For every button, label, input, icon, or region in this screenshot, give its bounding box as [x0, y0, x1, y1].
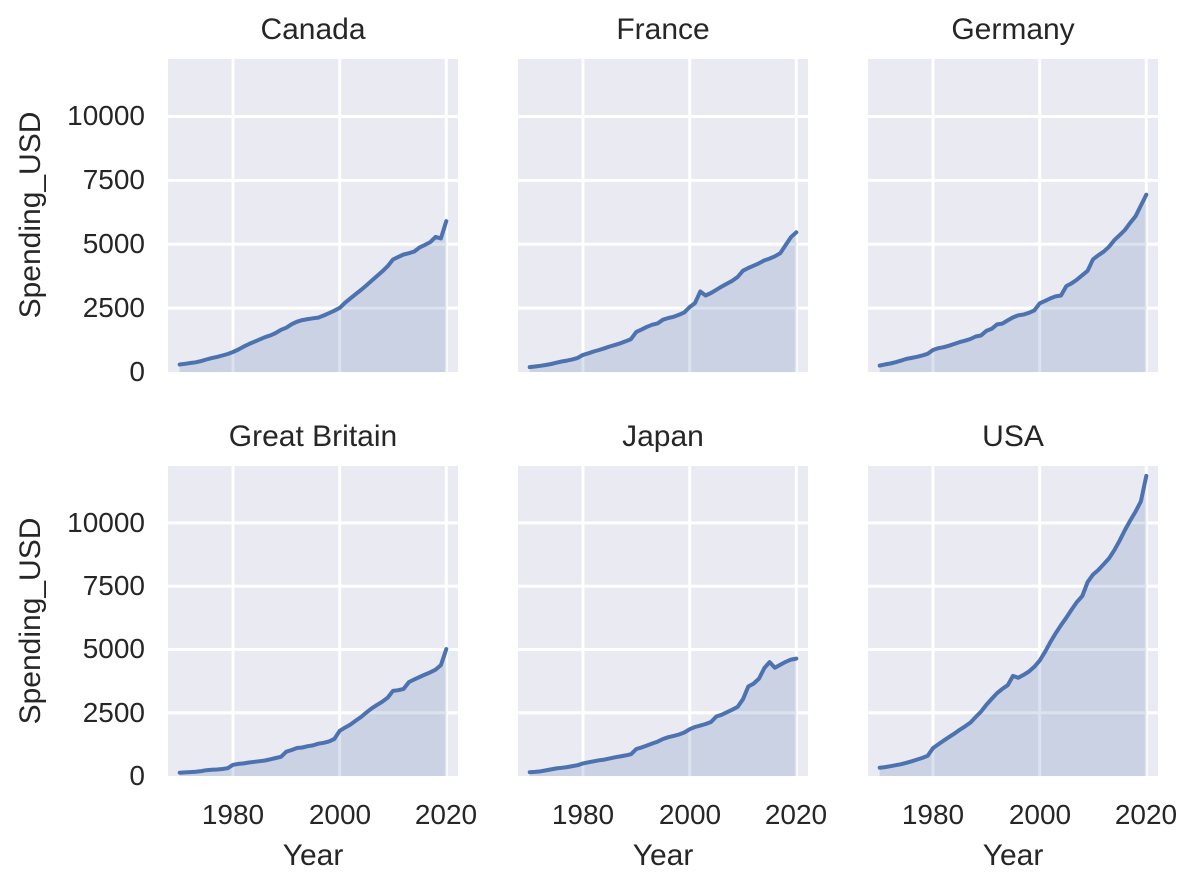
panel-background — [868, 466, 1158, 776]
panel-background — [868, 59, 1158, 372]
facet-title-germany: Germany — [951, 13, 1075, 46]
y-tick-label: 5000 — [82, 228, 145, 259]
data-line — [177, 647, 449, 775]
plot-area-usa — [868, 466, 1158, 776]
y-tick-label: 0 — [129, 760, 145, 791]
data-line — [177, 219, 449, 367]
y-tick-label: 7500 — [82, 164, 145, 195]
x-tick-label: 2020 — [414, 799, 478, 830]
x-tick-label: 2000 — [658, 799, 722, 830]
y-tick-label: 0 — [129, 356, 145, 387]
panel-background — [518, 466, 808, 776]
panel-background — [168, 466, 458, 776]
area-fill — [879, 475, 1147, 776]
data-line — [877, 473, 1149, 770]
y-tick-label: 7500 — [82, 570, 145, 601]
x-axis-label-col1: Year — [282, 839, 344, 872]
y-tick-label: 5000 — [82, 633, 145, 664]
data-line — [877, 192, 1149, 368]
plot-area-germany — [868, 59, 1158, 372]
x-tick-label: 1980 — [551, 799, 615, 830]
data-line — [527, 230, 799, 370]
area-fill — [529, 232, 797, 372]
area-fill — [879, 194, 1147, 372]
x-tick-label: 2020 — [1114, 799, 1178, 830]
x-tick-label: 1980 — [901, 799, 965, 830]
data-line — [527, 656, 799, 775]
x-tick-label: 2000 — [308, 799, 372, 830]
x-tick-label: 2000 — [1008, 799, 1072, 830]
facet-title-japan: Japan — [622, 420, 704, 453]
x-axis-label-col2: Year — [632, 839, 694, 872]
y-tick-label: 2500 — [82, 292, 145, 323]
plot-area-france — [518, 59, 808, 372]
facet-title-canada: Canada — [260, 13, 366, 46]
area-fill — [179, 649, 447, 776]
area-fill — [179, 221, 447, 372]
y-tick-label: 2500 — [82, 697, 145, 728]
facet-title-usa: USA — [982, 420, 1044, 453]
plot-area-japan — [518, 466, 808, 776]
x-tick-label: 1980 — [201, 799, 265, 830]
y-tick-label: 10000 — [67, 507, 145, 538]
plot-area-great-britain — [168, 466, 458, 776]
plot-area-canada — [168, 59, 458, 372]
x-axis-label-col3: Year — [982, 839, 1044, 872]
x-tick-label: 2020 — [764, 799, 828, 830]
area-fill — [529, 658, 797, 776]
y-tick-label: 10000 — [67, 100, 145, 131]
facet-title-great-britain: Great Britain — [228, 420, 398, 453]
y-axis-label-row2: Spending_USD — [14, 517, 47, 725]
facet-title-france: France — [616, 13, 710, 46]
y-axis-label-row1: Spending_USD — [14, 111, 47, 319]
